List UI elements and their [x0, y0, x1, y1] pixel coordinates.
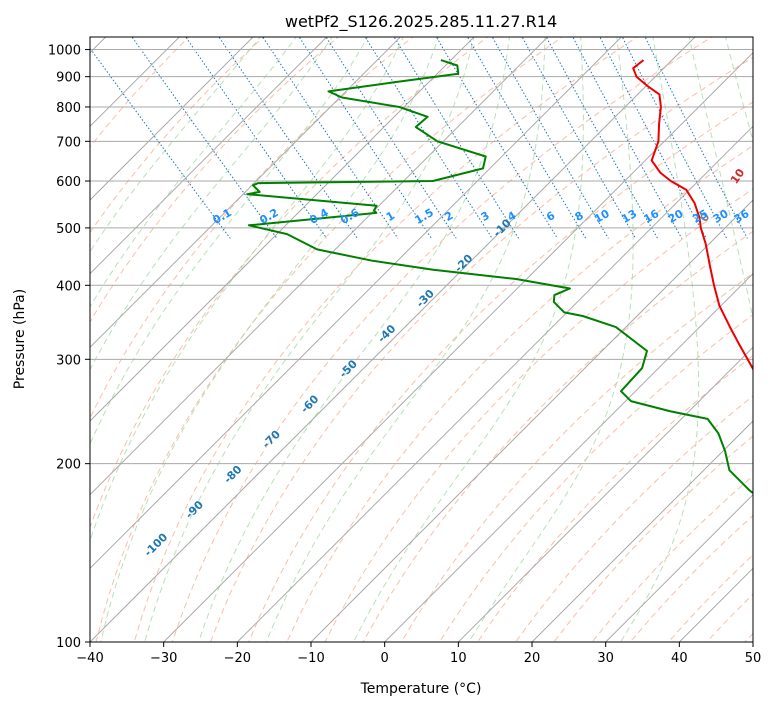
- background-lines: [90, 37, 753, 642]
- dry-adiabat: [362, 230, 753, 642]
- x-tick-label: 10: [450, 651, 467, 666]
- mixing-ratio-line: [545, 37, 659, 239]
- dry-adiabat: [286, 145, 753, 642]
- dry-adiabat: [90, 37, 414, 420]
- isotherm-gridline: [90, 37, 401, 349]
- isotherm-gridline: [90, 37, 622, 570]
- isotherm-gridline: [90, 37, 549, 496]
- chart-title: wetPf2_S126.2025.285.11.27.R14: [285, 12, 557, 32]
- axes: −40 −30 −20 −10 0 10 20 30 40 50 100 200 300 400 500 60…: [48, 44, 761, 666]
- x-tick-label: 40: [671, 651, 688, 666]
- isotherm-gridline: [90, 37, 475, 422]
- y-tick-label: 300: [56, 353, 81, 368]
- isotherm-gridline: [531, 420, 753, 642]
- x-tick-label: 0: [381, 651, 389, 666]
- dry-adiabat: [171, 37, 713, 642]
- dry-adiabat: [248, 101, 753, 642]
- x-axis-title: Temperature (°C): [360, 681, 482, 697]
- adiabat-label: 20: [766, 131, 775, 151]
- isotherm-gridline: [90, 37, 696, 642]
- y-tick-label: 1000: [48, 44, 81, 59]
- y-axis-title: Pressure (hPa): [12, 289, 28, 389]
- mixing-ratio-line: [325, 37, 457, 239]
- dewpoint-line: [246, 59, 753, 495]
- dry-adiabat: [438, 313, 753, 642]
- x-tick-label: −30: [150, 651, 177, 666]
- mixing-ratio-line: [521, 37, 637, 239]
- y-tick-label: 800: [56, 101, 81, 116]
- mixing-ratio-line: [90, 47, 231, 239]
- mixing-ratio-line: [298, 37, 432, 239]
- mixing-ratio-line: [131, 37, 278, 239]
- dry-adiabat: [477, 354, 753, 642]
- isotherm-gridline: [457, 346, 753, 642]
- y-tick-label: 900: [56, 71, 81, 86]
- mixing-ratio-line: [262, 37, 399, 239]
- y-tick-label: 500: [56, 222, 81, 237]
- x-tick-label: −40: [76, 651, 103, 666]
- isotherm-gridline: [90, 37, 254, 201]
- isotherm-gridline: [163, 51, 753, 642]
- y-tick-label: 200: [56, 458, 81, 473]
- mixing-ratio-line: [466, 37, 587, 239]
- x-tick-label: 50: [745, 651, 762, 666]
- x-tick-label: 20: [524, 651, 541, 666]
- y-tick-label: 100: [56, 636, 81, 651]
- dry-adiabat: [324, 188, 753, 642]
- isotherm-gridline: [384, 272, 753, 642]
- mixing-ratio-line: [364, 37, 493, 239]
- mixing-ratio-line: [435, 37, 558, 239]
- x-tick-label: −20: [224, 651, 251, 666]
- isotherm-gridline: [752, 641, 753, 642]
- isotherm-gridline: [310, 199, 753, 642]
- isotherm-gridline: [90, 37, 328, 275]
- y-tick-label: 600: [56, 175, 81, 190]
- dry-adiabat: [400, 272, 753, 642]
- mixing-ratio-line: [644, 37, 748, 239]
- mixing-ratio-line: [393, 37, 520, 239]
- x-tick-label: 30: [597, 651, 614, 666]
- profile-lines: [246, 59, 753, 495]
- x-tick-label: −10: [297, 651, 324, 666]
- isotherm-gridline: [236, 125, 753, 642]
- mixing-ratio-line: [599, 37, 707, 239]
- moist-adiabat: [90, 37, 369, 446]
- plot-background: [90, 37, 753, 642]
- isotherm-gridline: [605, 493, 753, 642]
- moist-adiabat: [90, 37, 404, 543]
- temperature-line: [632, 59, 753, 372]
- y-tick-label: 700: [56, 135, 81, 150]
- mixing-ratio-line: [491, 37, 609, 239]
- plot-frame: [89, 36, 754, 643]
- y-tick-label: 400: [56, 279, 81, 294]
- mixing-ratio-line: [218, 37, 358, 239]
- mixing-ratio-line: [621, 37, 728, 239]
